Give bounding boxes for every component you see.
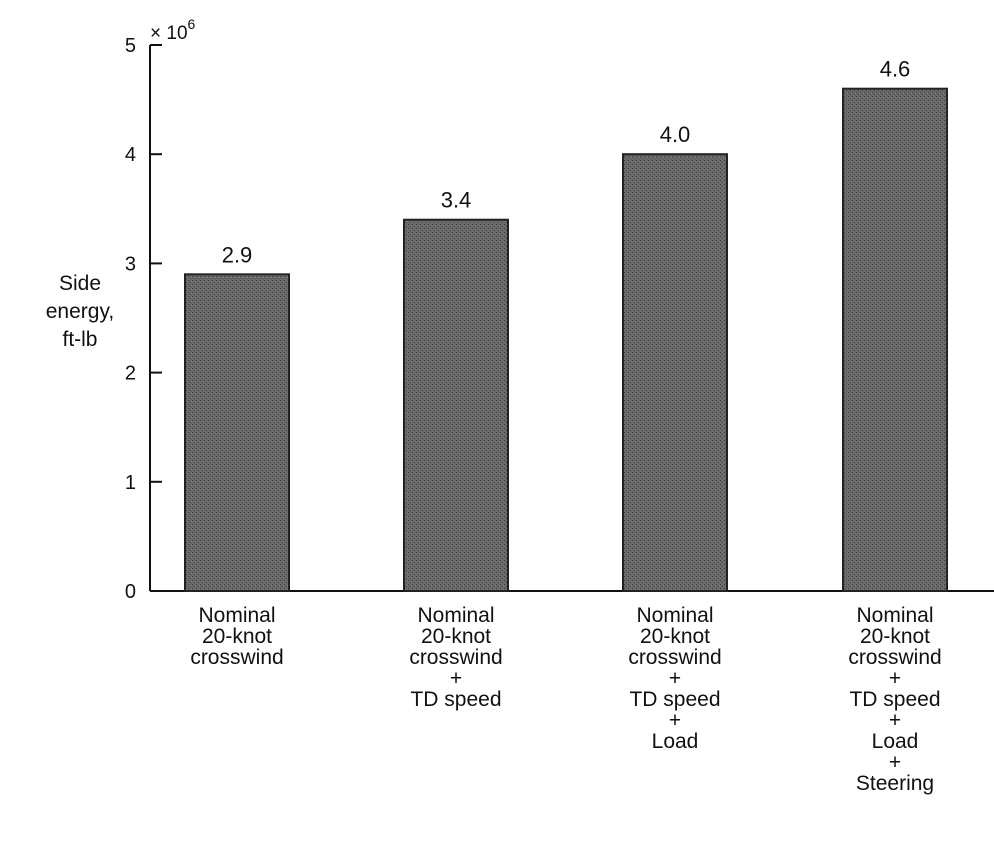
bar-value-label: 4.6: [880, 57, 911, 82]
category-label-line: crosswind: [848, 646, 941, 669]
category-label-line: Nominal: [856, 604, 933, 627]
bar: [184, 273, 290, 592]
y-tick-label: 2: [125, 363, 136, 385]
category-labels: Nominal20-knotcrosswindNominal20-knotcro…: [190, 604, 941, 795]
y-tick-label: 0: [125, 581, 136, 603]
category-label-line: crosswind: [190, 646, 283, 669]
category-label-line: TD speed: [410, 688, 501, 711]
multiplier-base: × 10: [150, 23, 188, 44]
bar: [622, 153, 728, 592]
bar-value-label: 3.4: [441, 188, 472, 213]
y-ticks: 0 1 2 3 4 5: [125, 35, 162, 603]
category-label-line: Nominal: [636, 604, 713, 627]
y-axis-label-line-2: energy,: [46, 300, 115, 323]
y-tick-label: 3: [125, 253, 136, 275]
y-tick-label: 5: [125, 35, 136, 57]
category-label-line: Nominal: [417, 604, 494, 627]
category-label-line: Load: [872, 730, 919, 753]
y-tick-label: 4: [125, 144, 136, 166]
y-tick-label: 1: [125, 472, 136, 494]
bar: [842, 87, 948, 593]
category-label-line: crosswind: [409, 646, 502, 669]
category-label-line: Steering: [856, 772, 934, 795]
category-label-line: crosswind: [628, 646, 721, 669]
category-label-line: +: [889, 751, 901, 774]
value-labels: 2.9 3.4 4.0 4.6: [222, 57, 911, 268]
category-label-line: +: [889, 667, 901, 690]
category-label-line: 20-knot: [202, 625, 272, 648]
bar-value-label: 2.9: [222, 242, 253, 267]
bar-value-label: 4.0: [660, 122, 691, 147]
category-label-line: +: [450, 667, 462, 690]
category-label-line: +: [669, 709, 681, 732]
category-label-line: TD speed: [849, 688, 940, 711]
bar: [403, 218, 509, 592]
svg-text:× 106: × 106: [150, 16, 196, 44]
category-label-line: TD speed: [629, 688, 720, 711]
category-label-line: +: [889, 709, 901, 732]
category-label-line: 20-knot: [640, 625, 710, 648]
multiplier-exponent: 6: [188, 16, 196, 32]
category-label-line: 20-knot: [421, 625, 491, 648]
y-axis-multiplier: × 106: [150, 16, 196, 44]
category-label-line: +: [669, 667, 681, 690]
bars: [184, 87, 948, 593]
y-axis-label: Side energy, ft-lb: [46, 272, 115, 351]
y-axis-label-line-3: ft-lb: [62, 328, 97, 351]
category-label-line: 20-knot: [860, 625, 930, 648]
category-label-line: Load: [652, 730, 699, 753]
y-axis-label-line-1: Side: [59, 272, 101, 295]
category-label-line: Nominal: [198, 604, 275, 627]
